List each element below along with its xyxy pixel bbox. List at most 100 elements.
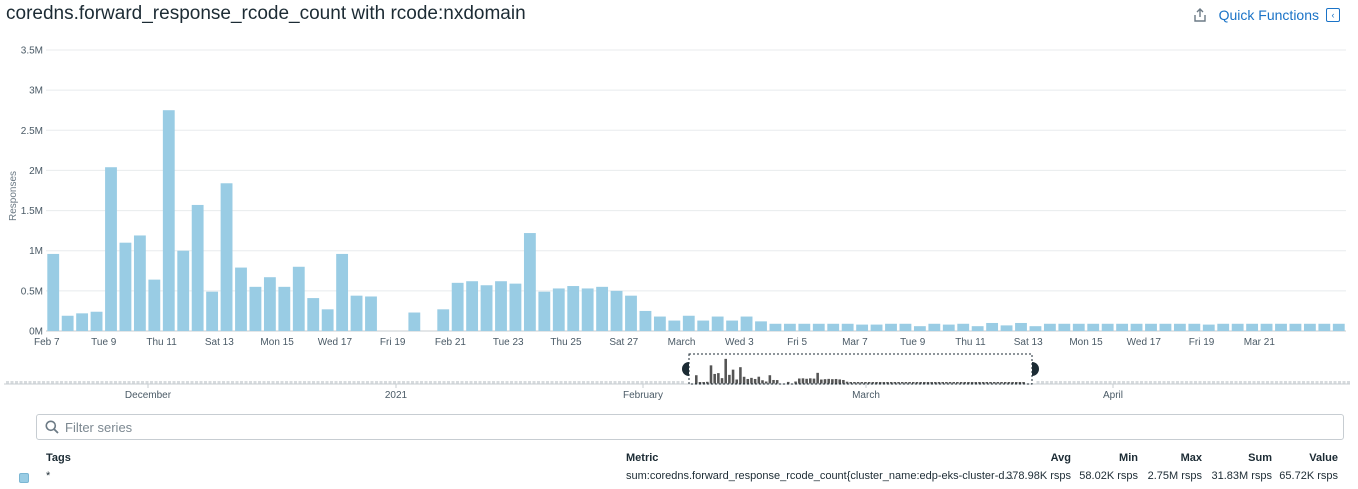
chart-bar[interactable] — [899, 323, 912, 331]
chart-bar[interactable] — [1231, 323, 1244, 331]
chart-bar[interactable] — [668, 320, 681, 331]
timeseries-chart[interactable]: 0M 0.5M 1M 1.5M 2M 2.5M 3M 3.5M Feb 7 Tue 9 Thu 1… — [0, 36, 1358, 352]
chart-bar[interactable] — [986, 322, 999, 331]
chart-bar[interactable] — [581, 288, 594, 331]
series-color-swatch[interactable] — [19, 473, 29, 483]
chart-bar[interactable] — [278, 286, 291, 331]
chart-bar[interactable] — [263, 277, 276, 331]
chart-bar[interactable] — [1159, 323, 1172, 331]
chart-bar[interactable] — [1202, 324, 1215, 331]
chart-bar[interactable] — [870, 324, 883, 331]
chart-bar[interactable] — [552, 288, 565, 331]
legend-header-max[interactable]: Max — [1180, 452, 1202, 464]
chart-bar[interactable] — [1130, 323, 1143, 331]
chart-bar[interactable] — [971, 326, 984, 331]
chart-bar[interactable] — [307, 298, 320, 331]
chart-bar[interactable] — [625, 295, 637, 331]
overview-left-handle[interactable] — [682, 362, 689, 376]
chart-bar[interactable] — [798, 323, 811, 331]
chart-bar[interactable] — [162, 110, 175, 332]
chart-bar[interactable] — [538, 291, 551, 331]
chart-bar[interactable] — [1029, 326, 1042, 331]
chart-bar[interactable] — [480, 285, 493, 331]
chart-bar[interactable] — [1303, 323, 1316, 331]
chart-bar[interactable] — [119, 242, 132, 331]
share-icon[interactable] — [1191, 6, 1209, 24]
chart-bar[interactable] — [928, 323, 941, 331]
overview-right-handle[interactable] — [1032, 362, 1039, 376]
chart-bar[interactable] — [769, 323, 782, 331]
chart-bar[interactable] — [249, 286, 262, 331]
chart-bar[interactable] — [1217, 323, 1230, 331]
legend-row[interactable]: * sum:coredns.forward_response_rcode_cou… — [0, 470, 1358, 488]
chart-bar[interactable] — [365, 296, 377, 331]
chart-bar[interactable] — [885, 323, 897, 331]
chart-bar[interactable] — [957, 323, 970, 331]
chart-bar[interactable] — [1289, 323, 1302, 331]
chart-bar[interactable] — [697, 320, 710, 331]
chart-bar[interactable] — [451, 282, 464, 331]
chart-bar[interactable] — [47, 253, 60, 331]
chart-bar[interactable] — [408, 312, 421, 331]
chart-bar[interactable] — [755, 321, 767, 331]
chart-bar[interactable] — [177, 250, 190, 331]
chart-bar[interactable] — [235, 267, 247, 331]
quick-functions-button[interactable]: Quick Functions ‹ — [1219, 7, 1340, 23]
chart-bar[interactable] — [148, 279, 161, 331]
chart-bar[interactable] — [1145, 323, 1157, 331]
chart-bar[interactable] — [321, 309, 334, 331]
chart-bar[interactable] — [61, 315, 74, 331]
chart-bar[interactable] — [90, 311, 103, 331]
chart-bar[interactable] — [1000, 325, 1013, 331]
legend-header-value[interactable]: Value — [1309, 452, 1338, 464]
chart-bar[interactable] — [437, 309, 450, 331]
chart-bar[interactable] — [740, 316, 753, 331]
chart-bar[interactable] — [856, 324, 869, 331]
chart-bar[interactable] — [812, 323, 825, 331]
chart-bar[interactable] — [610, 290, 623, 331]
chart-bar[interactable] — [1318, 323, 1331, 331]
chart-bar[interactable] — [292, 266, 305, 331]
chart-bar[interactable] — [567, 286, 580, 331]
filter-series-input[interactable] — [65, 419, 1343, 435]
legend-header-sum[interactable]: Sum — [1248, 452, 1272, 464]
chart-bar[interactable] — [942, 324, 955, 331]
chart-bar[interactable] — [682, 315, 695, 331]
chart-bar[interactable] — [336, 253, 349, 331]
legend-header-min[interactable]: Min — [1119, 452, 1138, 464]
chart-bar[interactable] — [1116, 323, 1129, 331]
chart-bar[interactable] — [1058, 323, 1071, 331]
chart-bar[interactable] — [220, 183, 233, 331]
filter-series-field[interactable] — [36, 414, 1344, 440]
chart-bar[interactable] — [1275, 323, 1287, 331]
legend-header-avg[interactable]: Avg — [1050, 452, 1071, 464]
bars[interactable] — [47, 110, 1345, 332]
chart-bar[interactable] — [841, 323, 854, 331]
chart-bar[interactable] — [827, 323, 840, 331]
chart-bar[interactable] — [133, 235, 146, 331]
chart-bar[interactable] — [1101, 323, 1114, 331]
chart-bar[interactable] — [105, 167, 117, 331]
chart-bar[interactable] — [191, 204, 204, 331]
chart-bar[interactable] — [350, 295, 363, 331]
chart-bar[interactable] — [1072, 323, 1085, 331]
chart-bar[interactable] — [783, 323, 796, 331]
chart-bar[interactable] — [639, 310, 652, 331]
chart-bar[interactable] — [523, 233, 536, 331]
chart-bar[interactable] — [711, 316, 724, 331]
chart-bar[interactable] — [1087, 323, 1100, 331]
chart-bar[interactable] — [596, 286, 609, 331]
chart-bar[interactable] — [1043, 323, 1056, 331]
chart-bar[interactable] — [1015, 322, 1027, 331]
chart-bar[interactable] — [466, 281, 479, 331]
chart-bar[interactable] — [1332, 323, 1345, 331]
chart-bar[interactable] — [1188, 323, 1201, 331]
chart-bar[interactable] — [495, 281, 507, 331]
chart-bar[interactable] — [913, 326, 926, 331]
chart-bar[interactable] — [76, 313, 89, 331]
legend-header-tags[interactable]: Tags — [46, 452, 71, 464]
chart-bar[interactable] — [509, 283, 522, 331]
chart-bar[interactable] — [726, 320, 739, 331]
chart-bar[interactable] — [1173, 323, 1186, 331]
legend-header-metric[interactable]: Metric — [626, 452, 659, 464]
